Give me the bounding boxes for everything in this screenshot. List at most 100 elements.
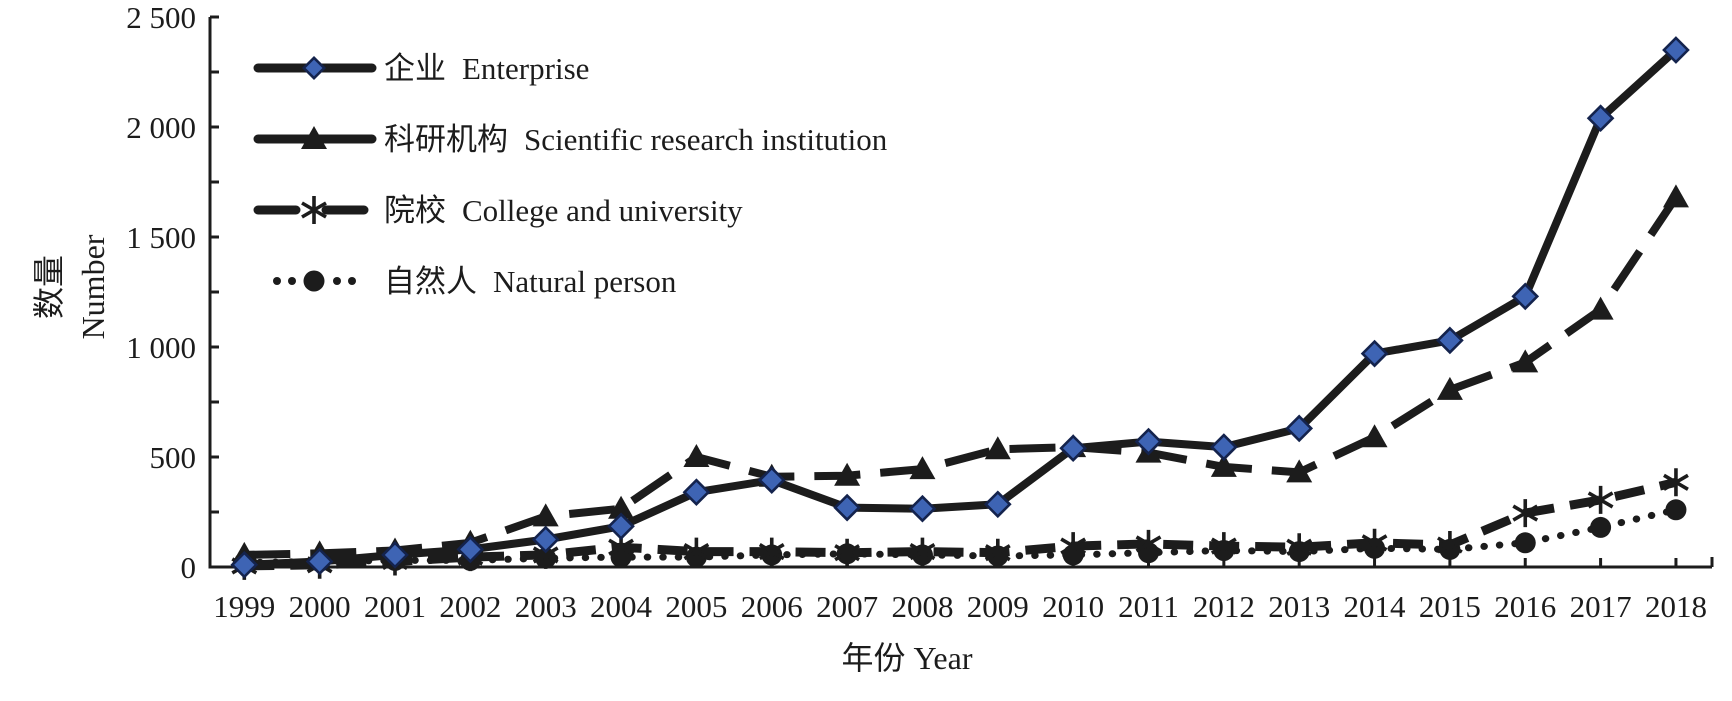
x-tick-label: 2002 bbox=[439, 589, 501, 624]
legend-sample-dot bbox=[288, 277, 296, 285]
legend-sample-dot bbox=[273, 277, 281, 285]
data-point-asterisk bbox=[1512, 499, 1539, 528]
data-point-asterisk bbox=[1436, 531, 1463, 559]
x-tick-label: 2009 bbox=[967, 589, 1029, 624]
data-point-asterisk bbox=[683, 537, 710, 566]
series-line-enterprise bbox=[244, 47, 1679, 569]
data-point-diamond bbox=[1511, 282, 1540, 311]
legend-label-en: Scientific research institution bbox=[524, 122, 888, 157]
data-point-asterisk bbox=[1286, 533, 1313, 562]
legend-label-zh: 企业 bbox=[384, 51, 446, 86]
data-point-triangle bbox=[532, 503, 559, 527]
y-tick-label: 2 000 bbox=[126, 110, 196, 145]
legend-label-natural-person: 自然人 Natural person bbox=[384, 264, 677, 299]
x-tick-label: 2001 bbox=[364, 589, 426, 624]
data-point-asterisk bbox=[834, 538, 861, 567]
data-point-diamond bbox=[682, 478, 711, 507]
legend-label-en: College and university bbox=[462, 193, 743, 228]
data-point-triangle bbox=[1662, 184, 1689, 208]
data-point-circle bbox=[303, 270, 325, 292]
data-point-triangle bbox=[984, 436, 1011, 460]
data-point-triangle bbox=[834, 462, 861, 486]
data-point-diamond bbox=[230, 550, 259, 579]
legend-item-natural-person: 自然人 Natural person bbox=[273, 264, 677, 299]
axis-titles: 年份 Year 数量 Number bbox=[31, 234, 973, 676]
y-tick-label: 500 bbox=[150, 440, 197, 475]
x-tick-label: 2004 bbox=[590, 589, 653, 624]
data-point-diamond bbox=[757, 466, 786, 494]
data-point-triangle bbox=[1436, 376, 1463, 400]
legend-item-scientific-research-institution: 科研机构 Scientific research institution bbox=[253, 122, 888, 157]
data-point-diamond bbox=[301, 55, 327, 81]
legend-label-en: Enterprise bbox=[462, 51, 589, 86]
data-point-diamond bbox=[305, 547, 334, 576]
y-tick-label: 1 500 bbox=[126, 220, 196, 255]
x-tick-label: 2018 bbox=[1645, 589, 1707, 624]
axes: 0 500 1 000 1 500 2 000 2 500 1999 2000 2001 2002… bbox=[126, 0, 1714, 624]
data-point-asterisk bbox=[1361, 528, 1388, 557]
data-point-triangle bbox=[608, 495, 635, 519]
data-point-triangle bbox=[683, 444, 710, 467]
x-tick-label: 2014 bbox=[1344, 589, 1407, 624]
x-tick-label: 2007 bbox=[816, 589, 878, 624]
legend-sample-dot bbox=[333, 277, 341, 285]
legend-sample-dot bbox=[348, 277, 356, 285]
legend-label-enterprise: 企业 Enterprise bbox=[384, 51, 589, 86]
legend-item-college-and-university: 院校 College and university bbox=[253, 193, 743, 228]
x-tick-label: 2011 bbox=[1118, 589, 1179, 624]
data-point-triangle bbox=[1210, 453, 1237, 477]
data-point-diamond bbox=[833, 493, 861, 522]
data-point-diamond bbox=[1059, 434, 1087, 463]
legend-label-zh: 科研机构 bbox=[384, 122, 508, 157]
data-point-asterisk bbox=[301, 196, 327, 224]
legend-item-enterprise: 企业 Enterprise bbox=[253, 51, 589, 86]
x-tick-label: 2000 bbox=[289, 589, 351, 624]
data-point-diamond bbox=[983, 490, 1012, 519]
x-tick-label: 2017 bbox=[1570, 589, 1632, 624]
x-tick-label: 2008 bbox=[891, 589, 953, 624]
data-point-circle bbox=[1665, 499, 1687, 521]
y-axis-title-en: Number bbox=[75, 234, 111, 339]
y-tick-label: 1 000 bbox=[126, 330, 196, 365]
data-point-triangle bbox=[1361, 424, 1388, 448]
data-point-asterisk bbox=[1135, 529, 1162, 558]
y-tick-label: 0 bbox=[181, 550, 197, 585]
x-tick-label: 2015 bbox=[1419, 589, 1481, 624]
data-point-diamond bbox=[607, 512, 635, 541]
data-point-asterisk bbox=[1663, 468, 1689, 497]
series-layer bbox=[230, 36, 1690, 580]
data-point-diamond bbox=[1586, 104, 1615, 133]
series-enterprise bbox=[230, 36, 1690, 579]
legend-label-zh: 院校 bbox=[384, 193, 446, 228]
data-point-diamond bbox=[908, 494, 937, 523]
legend-label-en: Natural person bbox=[493, 264, 677, 299]
data-point-diamond bbox=[1210, 433, 1238, 461]
legend: 企业 Enterprise 科研机构 Scientific research inst… bbox=[253, 51, 888, 299]
x-tick-label: 2005 bbox=[665, 589, 727, 624]
x-axis-title: 年份 Year bbox=[842, 640, 973, 676]
data-point-asterisk bbox=[758, 537, 785, 566]
data-point-triangle bbox=[1587, 296, 1614, 320]
data-point-circle bbox=[1514, 532, 1536, 554]
data-point-asterisk bbox=[909, 537, 936, 566]
x-tick-label: 2010 bbox=[1042, 589, 1104, 624]
data-point-diamond bbox=[531, 525, 560, 554]
series-line-college-and-university bbox=[244, 477, 1677, 571]
data-point-diamond bbox=[381, 541, 409, 569]
data-point-triangle bbox=[909, 456, 936, 480]
data-point-asterisk bbox=[984, 538, 1011, 567]
legend-label-college-and-university: 院校 College and university bbox=[384, 193, 743, 228]
series-line-scientific-research-institution bbox=[244, 195, 1680, 559]
legend-label-zh: 自然人 bbox=[384, 264, 477, 299]
x-tick-label: 2006 bbox=[741, 589, 803, 624]
data-point-diamond bbox=[1360, 339, 1389, 368]
x-tick-label: 2003 bbox=[515, 589, 577, 624]
data-point-diamond bbox=[1285, 414, 1314, 443]
y-axis-title-zh: 数量 bbox=[31, 255, 67, 319]
series-college-and-university bbox=[231, 468, 1689, 580]
data-point-triangle bbox=[1286, 459, 1313, 483]
data-point-asterisk bbox=[1587, 485, 1614, 514]
x-tick-label: 2013 bbox=[1268, 589, 1330, 624]
